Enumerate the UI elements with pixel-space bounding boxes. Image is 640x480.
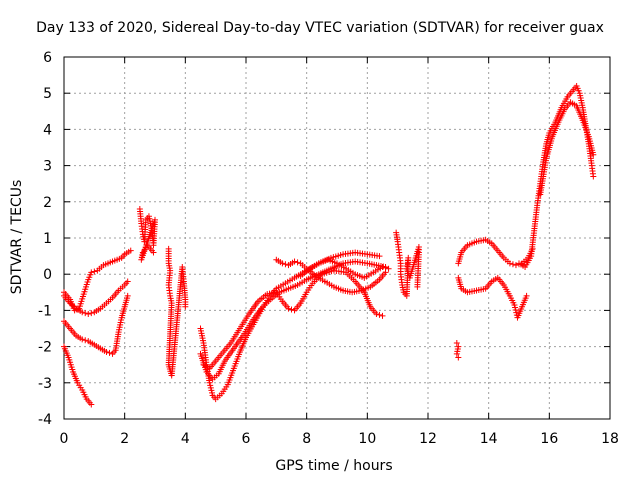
data-point — [150, 249, 157, 256]
data-point — [124, 292, 131, 299]
data-point — [376, 311, 383, 318]
data-point — [285, 305, 292, 312]
x-tick-label: 10 — [358, 431, 376, 447]
data-point — [106, 349, 113, 356]
y-tick-label: 1 — [43, 231, 52, 247]
data-point — [382, 264, 389, 271]
y-tick-label: -4 — [38, 412, 52, 428]
y-tick-label: 5 — [43, 86, 52, 102]
data-point — [88, 269, 95, 276]
data-markers — [61, 82, 597, 408]
data-point — [509, 261, 516, 268]
x-tick-label: 18 — [601, 431, 619, 447]
data-point — [208, 387, 215, 394]
data-point — [512, 307, 519, 314]
x-tick-label: 0 — [60, 431, 69, 447]
y-tick-label: 2 — [43, 195, 52, 211]
data-point — [376, 253, 383, 260]
data-point — [506, 260, 513, 267]
data-point — [288, 306, 295, 313]
x-tick-label: 12 — [419, 431, 437, 447]
y-tick-label: -1 — [38, 303, 52, 319]
data-point — [523, 292, 530, 299]
data-point — [414, 283, 421, 290]
data-point — [453, 339, 460, 346]
data-point — [79, 309, 86, 316]
data-point — [206, 379, 213, 386]
data-point — [294, 259, 301, 266]
data-point — [88, 310, 95, 317]
data-point — [88, 401, 95, 408]
data-point — [124, 278, 131, 285]
data-point — [512, 304, 519, 311]
data-point — [79, 336, 86, 343]
y-tick-label: 4 — [43, 122, 52, 138]
data-point — [82, 310, 89, 317]
data-point — [590, 173, 597, 180]
data-point — [590, 151, 597, 158]
data-point — [455, 354, 462, 361]
data-point — [512, 262, 519, 269]
data-point — [379, 263, 386, 270]
data-point — [379, 312, 386, 319]
data-point — [209, 389, 216, 396]
axes — [63, 56, 611, 420]
data-point — [453, 350, 460, 357]
x-tick-label: 2 — [120, 431, 129, 447]
data-point — [279, 260, 286, 267]
y-tick-label: 0 — [43, 267, 52, 283]
y-tick-label: -3 — [38, 376, 52, 392]
x-tick-label: 6 — [242, 431, 251, 447]
data-point — [85, 311, 92, 318]
data-point — [182, 303, 189, 310]
data-point — [207, 382, 214, 389]
data-point — [82, 337, 89, 344]
x-tick-label: 4 — [181, 431, 190, 447]
data-point — [373, 311, 380, 318]
x-tick-label: 8 — [302, 431, 311, 447]
data-point — [511, 301, 518, 308]
y-tick-label: 6 — [43, 50, 52, 66]
x-tick-label: 14 — [480, 431, 498, 447]
data-point — [385, 265, 392, 272]
x-tick-label: 16 — [540, 431, 558, 447]
data-point — [103, 349, 110, 356]
data-point — [291, 258, 298, 265]
y-tick-label: 3 — [43, 159, 52, 175]
chart-title: Day 133 of 2020, Sidereal Day-to-day VTE… — [36, 20, 604, 36]
y-tick-label: -2 — [38, 340, 52, 356]
data-point — [91, 268, 98, 275]
data-point — [127, 247, 134, 254]
x-axis-title: GPS time / hours — [275, 458, 392, 474]
data-point — [207, 384, 214, 391]
data-point — [282, 261, 289, 268]
y-axis-title: SDTVAR / TECUs — [9, 180, 25, 295]
grid — [64, 57, 610, 419]
